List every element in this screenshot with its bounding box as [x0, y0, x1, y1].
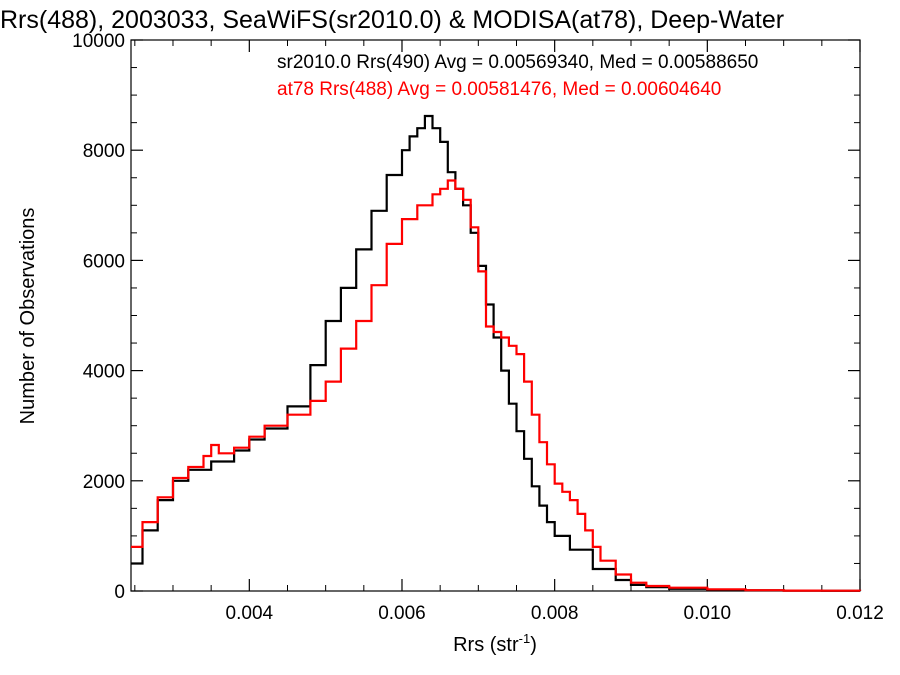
x-axis-label: Rrs (str-1)	[453, 631, 537, 656]
y-tick-label: 2000	[83, 472, 125, 493]
y-tick-label: 0	[114, 582, 125, 603]
y-axis-label: Number of Observations	[17, 208, 39, 425]
legend-entry-sr2010: sr2010.0 Rrs(490) Avg = 0.00569340, Med …	[277, 52, 758, 73]
x-axis-label-end: )	[530, 634, 537, 656]
y-tick-label: 8000	[83, 141, 125, 162]
plot-area: 0.004 0.006 0.008 0.010 0.012 0 2000 4000 6000 80…	[72, 31, 884, 624]
x-tick-label: 0.012	[836, 603, 884, 624]
y-tick-label: 6000	[83, 251, 125, 272]
x-tick-label: 0.006	[378, 603, 426, 624]
plot-frame	[130, 39, 861, 592]
series-line-sr2010	[131, 114, 862, 592]
x-axis-label-superscript: -1	[519, 631, 531, 646]
y-tick-label: 10000	[72, 31, 125, 52]
chart-title: Rrs(488), 2003033, SeaWiFS(sr2010.0) & M…	[0, 6, 784, 34]
series-line-at78	[131, 179, 862, 592]
legend-entry-at78: at78 Rrs(488) Avg = 0.00581476, Med = 0.…	[277, 79, 721, 100]
x-tick-label: 0.004	[226, 603, 274, 624]
x-tick-label: 0.008	[531, 603, 579, 624]
y-tick-label: 4000	[83, 362, 125, 383]
x-tick-label: 0.010	[684, 603, 732, 624]
x-axis-label-text: Rrs (str	[453, 634, 519, 656]
